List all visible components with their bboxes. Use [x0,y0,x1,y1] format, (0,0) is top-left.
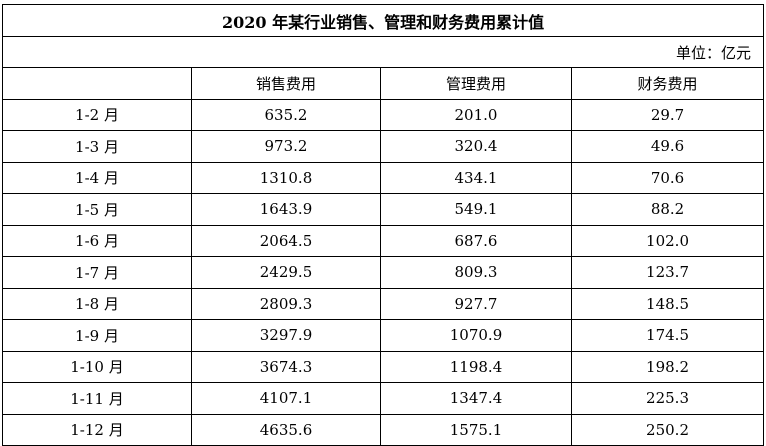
table-row: 1-8 月 2809.3 927.7 148.5 [2,287,765,320]
table-cell: 809.3 [380,256,572,289]
table-row: 1-4 月 1310.8 434.1 70.6 [2,161,765,194]
row-label: 1-9 月 [2,319,192,352]
unit-label: 单位：亿元 [1,36,765,68]
row-label: 1-8 月 [2,287,192,320]
table-cell: 29.7 [570,98,765,131]
table-cell: 123.7 [570,256,765,289]
table-cell: 2809.3 [191,287,381,320]
table-row: 1-5 月 1643.9 549.1 88.2 [2,193,765,226]
row-label: 1-11 月 [2,382,192,415]
row-label: 1-4 月 [2,161,192,194]
table-cell: 4635.6 [191,413,381,446]
table-cell: 102.0 [570,224,765,257]
table-cell: 148.5 [570,287,765,320]
column-header: 销售费用 [191,67,381,100]
header-row: 销售费用 管理费用 财务费用 [2,67,765,100]
table-cell: 687.6 [380,224,572,257]
table-cell: 70.6 [570,161,765,194]
column-header [2,67,192,100]
row-label: 1-2 月 [2,98,192,131]
row-label: 1-7 月 [2,256,192,289]
expense-table: 2020 年某行业销售、管理和财务费用累计值 单位：亿元 销售费用 管理费用 财… [1,4,765,446]
row-label: 1-6 月 [2,224,192,257]
row-label: 1-5 月 [2,193,192,226]
table-cell: 3674.3 [191,350,381,383]
table-cell: 927.7 [380,287,572,320]
table-cell: 635.2 [191,98,381,131]
table-cell: 4107.1 [191,382,381,415]
table-row: 1-7 月 2429.5 809.3 123.7 [2,256,765,289]
table-cell: 434.1 [380,161,572,194]
table-cell: 1347.4 [380,382,572,415]
table-cell: 1643.9 [191,193,381,226]
table-cell: 1198.4 [380,350,572,383]
table-cell: 88.2 [570,193,765,226]
table-cell: 1575.1 [380,413,572,446]
table-row: 1-6 月 2064.5 687.6 102.0 [2,224,765,257]
unit-row: 单位：亿元 [1,36,765,68]
table-row: 1-12 月 4635.6 1575.1 250.2 [2,413,765,446]
table-cell: 201.0 [380,98,572,131]
table-cell: 1070.9 [380,319,572,352]
row-label: 1-12 月 [2,413,192,446]
table-cell: 174.5 [570,319,765,352]
row-label: 1-3 月 [2,130,192,163]
table-cell: 225.3 [570,382,765,415]
table-cell: 320.4 [380,130,572,163]
row-label: 1-10 月 [2,350,192,383]
table-cell: 549.1 [380,193,572,226]
column-header: 财务费用 [570,67,765,100]
table-cell: 2064.5 [191,224,381,257]
table-title: 2020 年某行业销售、管理和财务费用累计值 [1,4,765,37]
title-row: 2020 年某行业销售、管理和财务费用累计值 [1,4,765,37]
column-header: 管理费用 [380,67,572,100]
table-cell: 250.2 [570,413,765,446]
table-row: 1-3 月 973.2 320.4 49.6 [2,130,765,163]
table-row: 1-11 月 4107.1 1347.4 225.3 [2,382,765,415]
table-cell: 973.2 [191,130,381,163]
table-cell: 2429.5 [191,256,381,289]
table-row: 1-9 月 3297.9 1070.9 174.5 [2,319,765,352]
table-cell: 49.6 [570,130,765,163]
table-cell: 3297.9 [191,319,381,352]
table-row: 1-10 月 3674.3 1198.4 198.2 [2,350,765,383]
table-cell: 1310.8 [191,161,381,194]
table-row: 1-2 月 635.2 201.0 29.7 [2,98,765,131]
table-cell: 198.2 [570,350,765,383]
